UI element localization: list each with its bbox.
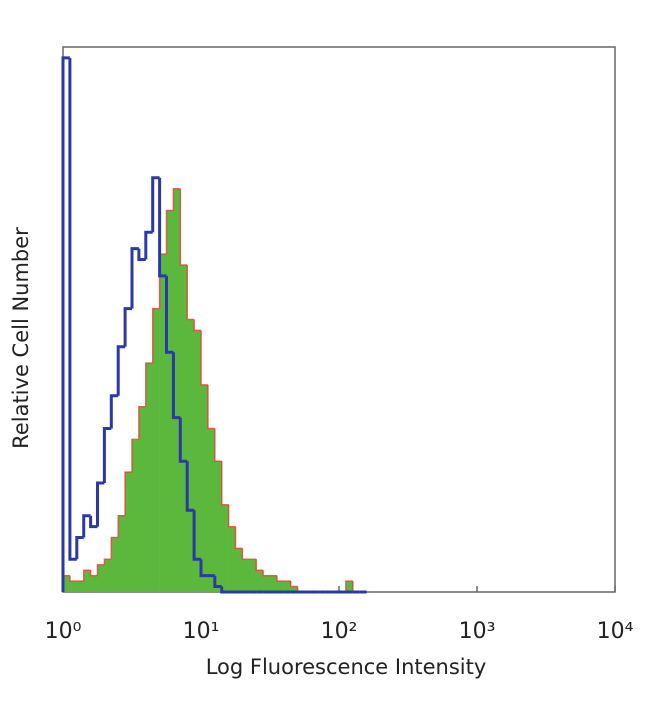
histogram-bar bbox=[242, 559, 250, 592]
histogram-step bbox=[82, 514, 91, 538]
histogram-step bbox=[213, 575, 222, 589]
histogram-step bbox=[102, 427, 112, 483]
histogram-step bbox=[158, 177, 167, 278]
histogram-edge bbox=[131, 438, 139, 473]
x-tick-label: 10² bbox=[321, 619, 358, 644]
histogram-edge bbox=[262, 570, 270, 577]
histogram-edge bbox=[145, 362, 153, 407]
y-axis-label: Relative Cell Number bbox=[9, 227, 33, 449]
histogram-step bbox=[199, 559, 208, 578]
histogram-bar bbox=[145, 363, 154, 592]
histogram-edge bbox=[165, 209, 174, 255]
histogram-bar bbox=[111, 537, 119, 592]
histogram-bar bbox=[63, 575, 71, 592]
histogram-edge bbox=[96, 564, 105, 576]
histogram-edge bbox=[227, 504, 236, 528]
histogram-bar bbox=[180, 265, 188, 592]
histogram-bar bbox=[345, 581, 354, 592]
x-tick-label: 10⁴ bbox=[597, 619, 634, 644]
histogram-edge bbox=[172, 187, 181, 211]
histogram-step bbox=[144, 230, 153, 260]
histogram-bar bbox=[76, 581, 85, 592]
histogram-edge bbox=[89, 570, 98, 577]
histogram-edge bbox=[110, 536, 119, 560]
histogram-edge bbox=[200, 330, 208, 386]
histogram-bar bbox=[235, 548, 243, 592]
histogram-step bbox=[61, 56, 70, 592]
histogram-step bbox=[171, 352, 181, 420]
histogram-step bbox=[89, 515, 98, 529]
histogram-edge bbox=[103, 558, 112, 565]
histogram-bar bbox=[125, 472, 133, 592]
histogram-edge bbox=[255, 559, 264, 571]
histogram-edge bbox=[234, 526, 243, 550]
histogram-bar bbox=[256, 570, 264, 592]
x-tick-label: 10⁰ bbox=[45, 619, 82, 644]
histogram-step bbox=[192, 510, 201, 561]
x-tick-label: 10³ bbox=[459, 619, 496, 644]
histogram-edge bbox=[220, 461, 229, 506]
histogram-bar bbox=[201, 384, 209, 592]
histogram-edge bbox=[186, 265, 195, 321]
histogram-bar bbox=[276, 581, 285, 592]
histogram-edge bbox=[117, 514, 126, 538]
histogram-step bbox=[178, 417, 188, 463]
histogram-bar bbox=[228, 526, 236, 592]
histogram-bar bbox=[214, 461, 223, 592]
histogram-bar bbox=[69, 581, 78, 592]
histogram-step bbox=[220, 586, 229, 594]
histogram-step bbox=[185, 461, 195, 512]
histogram-edge bbox=[289, 581, 298, 588]
histogram-bar bbox=[104, 559, 112, 592]
histogram-bar bbox=[249, 559, 257, 592]
histogram-bar bbox=[83, 570, 91, 592]
histogram-bar bbox=[159, 254, 167, 592]
histogram-edge bbox=[124, 471, 132, 516]
histogram-step bbox=[164, 275, 174, 354]
histogram-bar bbox=[194, 330, 202, 592]
histogram-bar bbox=[152, 308, 160, 592]
histogram-bar bbox=[283, 581, 292, 592]
histogram-edge bbox=[241, 548, 250, 561]
histogram-bar bbox=[290, 586, 298, 592]
histogram-bar bbox=[118, 515, 126, 592]
histogram-bar bbox=[90, 575, 98, 592]
histogram-step bbox=[130, 247, 139, 309]
histogram-step bbox=[123, 307, 132, 347]
histogram-bar bbox=[263, 575, 271, 592]
x-axis-label: Log Fluorescence Intensity bbox=[206, 655, 487, 679]
histogram-edge bbox=[214, 428, 222, 462]
histogram-bar bbox=[138, 406, 147, 592]
histogram-edge bbox=[151, 307, 160, 364]
histogram-edge bbox=[193, 319, 201, 332]
histogram-step bbox=[75, 536, 84, 560]
histogram-edge bbox=[138, 405, 146, 440]
histogram-edge bbox=[82, 569, 91, 582]
histogram-step bbox=[116, 345, 126, 396]
histogram-bar bbox=[221, 504, 229, 592]
histogram-bar bbox=[207, 428, 216, 592]
histogram-step bbox=[137, 248, 146, 262]
histogram-bar bbox=[173, 188, 181, 592]
histogram-edge bbox=[276, 575, 284, 582]
histogram-bar bbox=[269, 575, 278, 592]
histogram-edge bbox=[207, 384, 215, 430]
histogram-edge bbox=[69, 575, 77, 582]
histogram-edge bbox=[345, 580, 353, 592]
histogram-step bbox=[95, 481, 105, 527]
histogram-edge bbox=[179, 188, 188, 266]
x-tick-label: 10¹ bbox=[183, 619, 220, 644]
histogram-bar bbox=[166, 210, 174, 592]
histogram-bar bbox=[187, 319, 195, 592]
histogram-step bbox=[109, 394, 119, 429]
histogram-bar bbox=[131, 439, 140, 592]
histogram-step bbox=[151, 176, 160, 233]
histogram-edge bbox=[352, 581, 360, 593]
histogram-step bbox=[68, 57, 77, 561]
histogram-bar bbox=[97, 564, 105, 592]
